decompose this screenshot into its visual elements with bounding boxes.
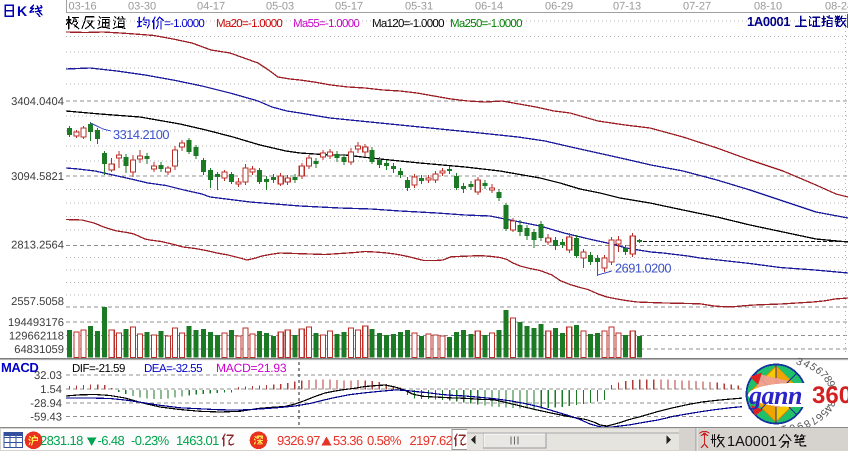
svg-text:0.58%: 0.58% (367, 433, 402, 448)
svg-text:08-10: 08-10 (754, 1, 782, 13)
svg-text:-6.48: -6.48 (98, 433, 125, 448)
svg-text:MACD=21.93: MACD=21.93 (216, 361, 287, 375)
svg-text:06-29: 06-29 (545, 1, 573, 13)
svg-text:53.36: 53.36 (333, 433, 363, 448)
svg-text:4: 4 (801, 358, 812, 371)
svg-text:04-17: 04-17 (197, 1, 225, 13)
svg-text:=-1.0000: =-1.0000 (164, 18, 204, 30)
svg-text:3314.2100: 3314.2100 (113, 127, 169, 142)
svg-text:5: 5 (817, 407, 830, 418)
svg-text:Ma20=-1.0000: Ma20=-1.0000 (216, 18, 282, 30)
svg-text:Ma120=-1.0000: Ma120=-1.0000 (372, 18, 444, 30)
svg-text:9: 9 (795, 419, 806, 432)
svg-text:8: 8 (801, 417, 813, 430)
svg-text:3404.0404: 3404.0404 (11, 96, 64, 108)
svg-text:DIF=-21.59: DIF=-21.59 (72, 363, 125, 375)
svg-text:360: 360 (812, 382, 848, 409)
svg-text:-59.43: -59.43 (30, 412, 62, 424)
svg-text:1.54: 1.54 (40, 384, 62, 396)
svg-text:2813.2564: 2813.2564 (11, 240, 64, 252)
svg-text:1A0001: 1A0001 (727, 434, 777, 450)
svg-text:05-31: 05-31 (405, 1, 433, 13)
svg-text:32.03: 32.03 (34, 370, 62, 382)
svg-text:05-03: 05-03 (266, 1, 294, 13)
svg-text:1A0001: 1A0001 (747, 14, 790, 29)
svg-text:07-27: 07-27 (683, 1, 711, 13)
svg-text:8: 8 (821, 374, 834, 385)
svg-text:07-13: 07-13 (613, 1, 641, 13)
svg-text:-28.94: -28.94 (30, 398, 62, 410)
svg-text:9: 9 (824, 379, 837, 388)
svg-text:-0.23%: -0.23% (131, 433, 170, 448)
svg-text:gann: gann (748, 381, 802, 410)
svg-text:1463.01: 1463.01 (176, 433, 219, 448)
svg-text:3: 3 (824, 399, 837, 408)
svg-text:4: 4 (821, 403, 834, 413)
svg-text:05-17: 05-17 (335, 1, 363, 13)
svg-text:129662118: 129662118 (9, 331, 64, 343)
svg-text:Ma250=-1.0000: Ma250=-1.0000 (450, 18, 522, 30)
svg-text:9326.97: 9326.97 (277, 433, 320, 448)
svg-text:DEA=-32.55: DEA=-32.55 (144, 363, 202, 375)
svg-text:2197.62: 2197.62 (410, 433, 453, 448)
svg-text:3094.5821: 3094.5821 (11, 171, 64, 183)
svg-text:K: K (17, 3, 27, 19)
svg-text:03-30: 03-30 (128, 1, 156, 13)
svg-text:7: 7 (817, 369, 830, 381)
svg-text:MACD: MACD (1, 360, 38, 375)
svg-text:2557.5058: 2557.5058 (11, 296, 64, 308)
svg-text:3: 3 (794, 355, 804, 368)
svg-text:08-24: 08-24 (825, 1, 848, 13)
svg-text:2691.0200: 2691.0200 (615, 261, 671, 276)
svg-text:Ma55=-1.0000: Ma55=-1.0000 (293, 18, 359, 30)
svg-text:2831.18: 2831.18 (40, 433, 83, 448)
svg-text:03-16: 03-16 (69, 1, 97, 13)
svg-text:194493176: 194493176 (8, 317, 64, 329)
svg-text:06-14: 06-14 (475, 1, 503, 13)
svg-text:64831059: 64831059 (14, 344, 64, 356)
